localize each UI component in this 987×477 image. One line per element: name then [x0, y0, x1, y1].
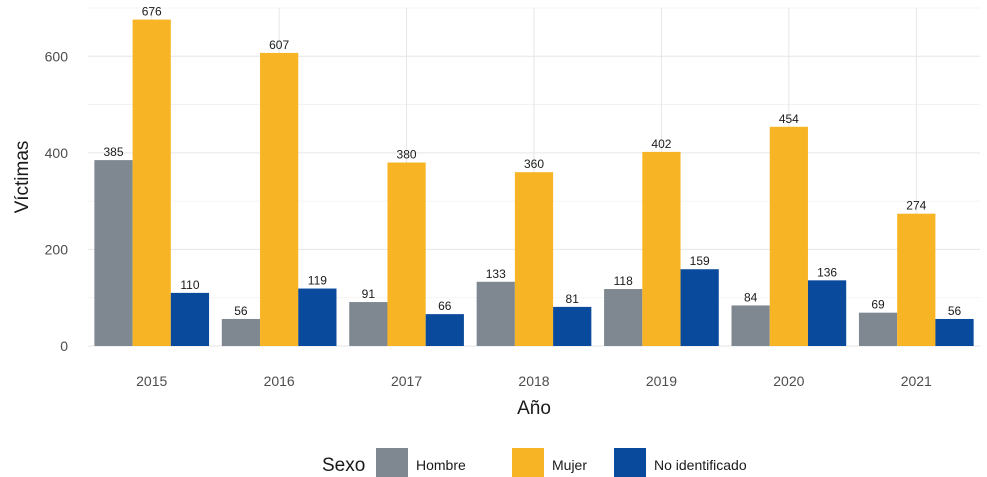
bar-mujer-2018	[514, 172, 554, 346]
y-tick-label: 0	[60, 338, 68, 354]
data-label-mujer-2018: 360	[524, 157, 544, 171]
data-label-hombre-2018: 133	[486, 267, 506, 281]
bar-hombre-2015	[94, 160, 133, 346]
bar-mujer-2016	[260, 52, 299, 347]
data-label-hombre-2020: 84	[744, 290, 758, 304]
bar-mujer-2017	[387, 162, 426, 346]
data-label-mujer-2021: 274	[906, 199, 926, 213]
legend-key-hombre	[376, 448, 408, 477]
x-tick-label: 2017	[391, 373, 422, 389]
x-tick-label: 2020	[773, 373, 804, 389]
data-label-mujer-2016: 607	[269, 38, 289, 52]
data-label-mujer-2019: 402	[651, 137, 671, 151]
x-tick-label: 2019	[646, 373, 677, 389]
legend-key-mujer	[512, 448, 544, 477]
bar-mujer-2019	[642, 151, 681, 346]
bars	[94, 19, 974, 347]
legend: Sexo Hombre Mujer No identificado	[322, 448, 747, 477]
bar-hombre-2017	[349, 302, 388, 346]
y-tick-label: 400	[45, 145, 69, 161]
data-label-no-identificado-2020: 136	[817, 265, 837, 279]
data-label-hombre-2016: 56	[234, 304, 248, 318]
data-label-no-identificado-2018: 81	[566, 292, 580, 306]
x-tick-label: 2016	[264, 373, 295, 389]
data-label-mujer-2017: 380	[397, 148, 417, 162]
data-label-hombre-2017: 91	[362, 287, 376, 301]
bar-no-identificado-2020	[807, 280, 847, 346]
bar-no-identificado-2015	[170, 292, 210, 346]
bar-hombre-2021	[858, 312, 898, 346]
bar-no-identificado-2018	[553, 306, 592, 346]
bar-hombre-2018	[476, 281, 515, 346]
data-label-mujer-2020: 454	[779, 112, 799, 126]
data-label-hombre-2015: 385	[103, 145, 123, 159]
data-label-no-identificado-2021: 56	[948, 304, 962, 318]
y-axis: 0 200 400 600	[45, 48, 69, 354]
x-tick-label: 2018	[518, 373, 549, 389]
x-tick-label: 2021	[901, 373, 932, 389]
bar-mujer-2020	[769, 126, 808, 346]
data-label-no-identificado-2019: 159	[690, 254, 710, 268]
legend-label-hombre: Hombre	[416, 457, 466, 473]
x-axis-title: Año	[517, 398, 551, 419]
legend-key-no-identificado	[614, 448, 646, 477]
bar-no-identificado-2016	[298, 288, 337, 346]
y-tick-label: 600	[45, 48, 69, 64]
data-label-no-identificado-2016: 119	[308, 274, 327, 288]
y-tick-label: 200	[45, 241, 69, 257]
legend-label-no-identificado: No identificado	[654, 457, 747, 473]
bar-hombre-2016	[221, 318, 261, 346]
x-axis: 2015 2016 2017 2018 2019 2020 2021	[136, 373, 932, 389]
data-label-hombre-2019: 118	[614, 274, 633, 288]
bar-no-identificado-2019	[680, 269, 719, 346]
data-labels: 385 676 110 56 607 119 91 380 66 133 360 81 118 402 15…	[103, 5, 961, 318]
data-label-mujer-2015: 676	[142, 5, 162, 19]
legend-title: Sexo	[322, 455, 365, 476]
data-label-no-identificado-2017: 66	[438, 299, 452, 313]
data-label-hombre-2021: 69	[871, 298, 885, 312]
y-axis-title: Víctimas	[12, 141, 33, 214]
bar-hombre-2020	[731, 305, 770, 346]
bar-no-identificado-2021	[935, 318, 974, 346]
bar-no-identificado-2017	[425, 314, 464, 346]
x-tick-label: 2015	[136, 373, 167, 389]
data-label-no-identificado-2015: 110	[180, 278, 199, 292]
bar-hombre-2019	[604, 289, 643, 346]
legend-label-mujer: Mujer	[552, 457, 587, 473]
bar-mujer-2015	[132, 19, 171, 347]
bar-mujer-2021	[897, 213, 936, 346]
